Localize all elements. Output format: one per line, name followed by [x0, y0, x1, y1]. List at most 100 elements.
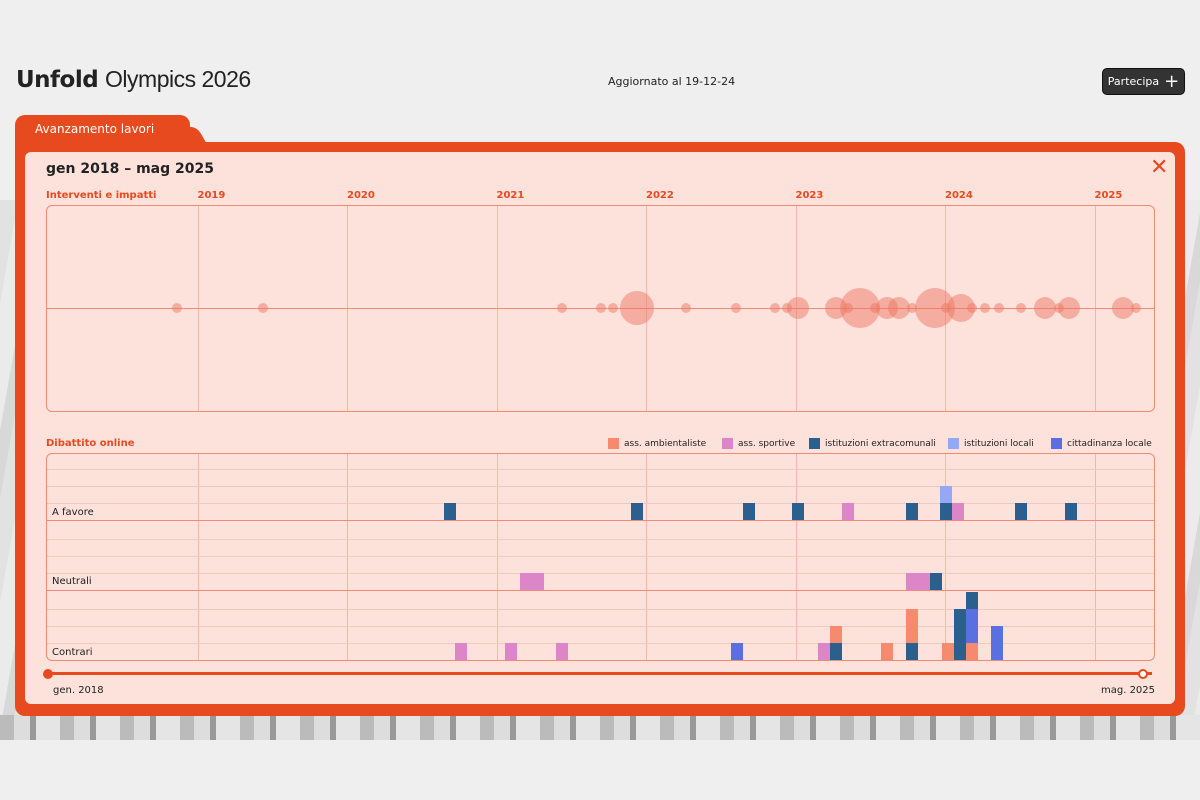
bar-gridline — [47, 643, 1154, 644]
legend-swatch — [809, 438, 820, 449]
bubble-point — [769, 303, 780, 313]
bubble-point — [993, 303, 1004, 313]
row-divider — [47, 590, 1154, 591]
bar-segment-amb — [829, 626, 842, 643]
slider-end-label: mag. 2025 — [1101, 685, 1156, 696]
bar-segment-spo — [556, 643, 569, 660]
bar-segment-ext — [829, 643, 842, 660]
legend-item: istituzioni locali — [948, 438, 1034, 449]
bar-gridline — [47, 626, 1154, 627]
year-gridline — [646, 454, 647, 660]
bar-segment-spo — [841, 503, 854, 520]
row-label-neutrali: Neutrali — [52, 576, 92, 587]
bar-segment-spo — [952, 503, 965, 520]
slider-start-handle[interactable] — [43, 669, 53, 679]
bar-segment-loc — [940, 486, 953, 503]
year-tick-label: 2023 — [795, 190, 824, 201]
bubble-point — [966, 303, 977, 313]
logo[interactable]: Unfold Olympics 2026 — [16, 66, 251, 93]
bubble-point — [1058, 297, 1081, 319]
bar-segment-ext — [930, 573, 943, 590]
year-tick-label: 2024 — [945, 190, 973, 201]
bar-segment-amb — [965, 643, 978, 660]
row-label-favore: A favore — [52, 507, 94, 518]
bar-segment-spo — [505, 643, 518, 660]
bar-segment-ext — [743, 503, 756, 520]
bar-gridline — [47, 609, 1154, 610]
bar-segment-ext — [444, 503, 457, 520]
bubble-point — [980, 303, 991, 313]
bar-segment-amb — [880, 643, 893, 660]
bar-gridline — [47, 539, 1154, 540]
bubble-point — [557, 303, 568, 313]
city-background-bottom — [0, 715, 1200, 740]
year-tick-label: 2019 — [197, 190, 226, 201]
tab-avanzamento-lavori[interactable]: Avanzamento lavori — [15, 115, 190, 147]
bar-segment-ext — [1064, 503, 1077, 520]
bar-segment-spo — [532, 573, 545, 590]
year-gridline — [945, 454, 946, 660]
slider-start-label: gen. 2018 — [53, 685, 104, 696]
legend-label: istituzioni locali — [964, 438, 1034, 449]
bubble-point — [171, 303, 182, 313]
legend-label: istituzioni extracomunali — [825, 438, 936, 449]
bubble-chart-frame — [46, 205, 1155, 412]
legend-swatch — [608, 438, 619, 449]
partecipa-button[interactable]: Partecipa + — [1102, 68, 1185, 95]
bubble-point — [1016, 303, 1027, 313]
slider-end-handle[interactable] — [1138, 669, 1148, 679]
bar-segment-spo — [454, 643, 467, 660]
row-divider — [47, 520, 1154, 521]
bar-segment-cit — [965, 609, 978, 643]
section-title-interventi: Interventi e impatti — [46, 190, 157, 201]
legend-swatch — [948, 438, 959, 449]
bubble-point — [730, 303, 741, 313]
legend-swatch — [722, 438, 733, 449]
bubble-point — [258, 303, 269, 313]
bar-segment-spo — [520, 573, 533, 590]
bar-segment-ext — [906, 503, 919, 520]
partecipa-label: Partecipa — [1107, 75, 1160, 88]
logo-bold: Unfold — [16, 67, 99, 93]
logo-rest: Olympics 2026 — [105, 66, 251, 92]
bar-segment-ext — [965, 592, 978, 609]
bar-segment-ext — [953, 609, 966, 660]
bar-segment-ext — [631, 503, 644, 520]
bar-segment-ext — [1015, 503, 1028, 520]
bubble-point — [1034, 297, 1057, 319]
bubble-point — [887, 297, 910, 319]
bar-segment-spo — [918, 573, 931, 590]
legend-label: ass. ambientaliste — [624, 438, 707, 449]
bar-segment-amb — [906, 609, 919, 643]
bubble-point — [781, 303, 792, 313]
bar-segment-ext — [906, 643, 919, 660]
bubble-point — [787, 297, 810, 319]
time-slider-track[interactable] — [46, 672, 1152, 675]
year-tick-label: 2020 — [347, 190, 375, 201]
legend-label: ass. sportive — [738, 438, 796, 449]
bubble-point — [1131, 303, 1142, 313]
bubble-point — [608, 303, 619, 313]
year-gridline — [496, 454, 498, 660]
year-gridline — [347, 454, 348, 660]
section-title-dibattito: Dibattito online — [46, 438, 135, 449]
updated-date: Aggiornato al 19-12-24 — [608, 75, 736, 88]
row-label-contrari: Contrari — [52, 647, 93, 658]
bar-segment-ext — [792, 503, 805, 520]
bar-segment-ext — [940, 503, 953, 520]
plus-icon: + — [1164, 70, 1180, 92]
bar-gridline — [47, 556, 1154, 557]
panel-inner — [25, 152, 1175, 704]
bubble-point — [941, 303, 952, 313]
close-icon[interactable]: ✕ — [1150, 155, 1169, 180]
year-gridline — [197, 454, 199, 660]
bubble-point — [681, 303, 692, 313]
legend-item: ass. sportive — [722, 438, 795, 449]
legend-label: cittadinanza locale — [1067, 438, 1152, 449]
legend-item: istituzioni extracomunali — [809, 438, 936, 449]
bar-segment-amb — [941, 643, 954, 660]
bar-segment-cit — [991, 626, 1004, 660]
bar-segment-cit — [731, 643, 744, 660]
bar-segment-spo — [817, 643, 830, 660]
panel — [15, 142, 1185, 716]
